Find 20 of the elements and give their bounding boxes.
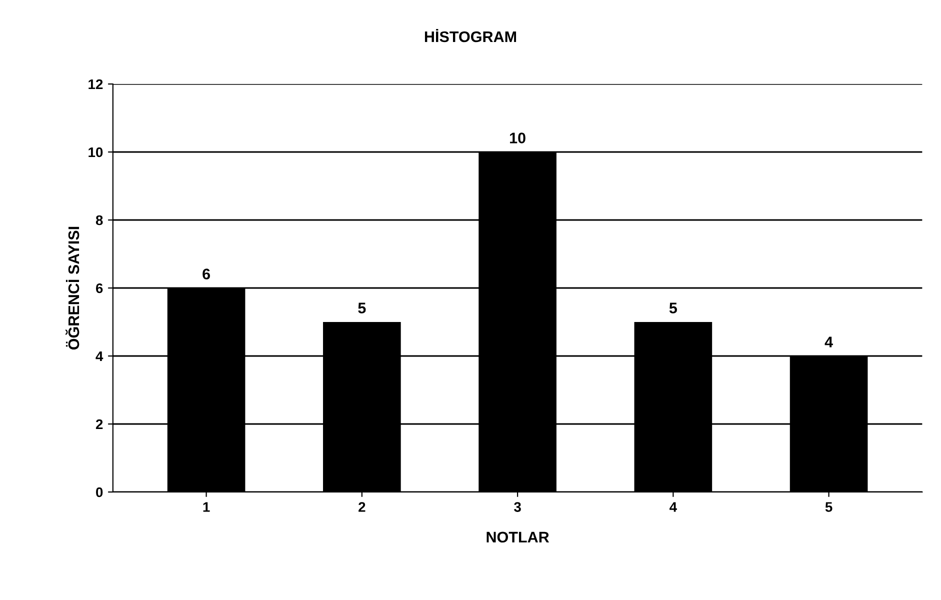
data-label: 6 bbox=[202, 268, 210, 280]
y-tick-label: 8 bbox=[96, 215, 103, 226]
x-tick-label: 3 bbox=[514, 502, 521, 512]
y-tick-label: 0 bbox=[96, 487, 103, 498]
chart-title: HİSTOGRAM bbox=[424, 28, 516, 42]
y-tick-label: 6 bbox=[96, 283, 103, 294]
y-tick-label: 12 bbox=[88, 79, 103, 90]
y-tick-label: 10 bbox=[88, 147, 103, 158]
data-label: 10 bbox=[510, 132, 526, 144]
y-tick-label: 4 bbox=[96, 351, 104, 362]
data-label: 5 bbox=[358, 302, 366, 314]
x-tick-label: 2 bbox=[358, 502, 366, 512]
x-tick-label: 1 bbox=[203, 502, 210, 512]
x-tick-label: 4 bbox=[670, 502, 677, 512]
x-tick-label: 5 bbox=[825, 502, 832, 512]
y-axis-title: ÖĞRENCİ SAYISI bbox=[66, 226, 80, 350]
y-tick-label: 2 bbox=[96, 419, 103, 430]
x-axis-title: NOTLAR bbox=[486, 532, 550, 543]
data-label: 4 bbox=[824, 336, 833, 348]
data-label: 5 bbox=[669, 302, 677, 314]
